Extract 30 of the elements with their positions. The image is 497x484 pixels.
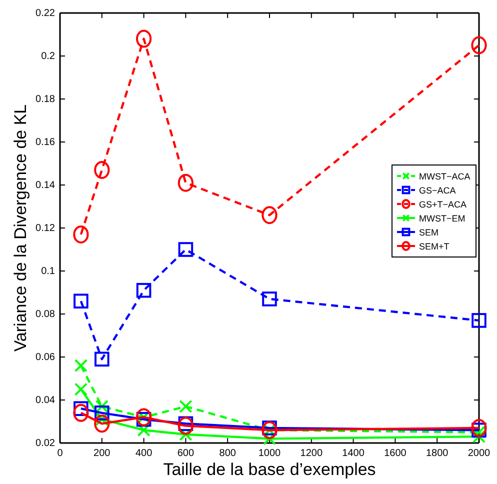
y-tick-label: 0.18 (36, 94, 56, 106)
x-axis-title: Taille de la base d’exemples (163, 460, 376, 479)
x-tick-label: 1800 (426, 448, 449, 460)
y-tick-label: 0.12 (36, 223, 56, 234)
legend-label: SEM+T (419, 242, 450, 252)
legend-label: MWST−EM (419, 214, 466, 224)
x-tick-label: 1200 (300, 448, 323, 460)
x-tick-label: 800 (219, 448, 236, 460)
y-tick-label: 0.16 (36, 137, 56, 148)
x-tick-label: 2000 (468, 448, 491, 460)
legend-label: MWST−ACA (419, 172, 470, 182)
x-tick-label: 1400 (342, 448, 365, 460)
x-tick-label: 400 (135, 448, 153, 460)
legend-label: SEM (419, 228, 439, 238)
y-tick-label: 0.04 (36, 395, 56, 406)
legend-label: GS+T−ACA (419, 200, 467, 210)
y-axis-title: Variance de la Divergence de KL (11, 104, 30, 352)
y-tick-label: 0.1 (41, 266, 56, 278)
y-tick-label: 0.22 (36, 8, 56, 20)
x-tick-label: 200 (94, 448, 111, 460)
y-tick-label: 0.06 (36, 352, 56, 364)
y-tick-label: 0.08 (36, 309, 56, 320)
x-tick-label: 600 (177, 448, 194, 460)
y-tick-label: 0.14 (36, 180, 56, 192)
x-tick-label: 0 (57, 448, 64, 460)
legend-label: GS−ACA (419, 186, 456, 196)
y-tick-label: 0.2 (41, 51, 56, 62)
x-tick-label: 1600 (384, 448, 407, 460)
x-tick-label: 1000 (258, 448, 282, 460)
y-tick-label: 0.02 (36, 438, 56, 450)
